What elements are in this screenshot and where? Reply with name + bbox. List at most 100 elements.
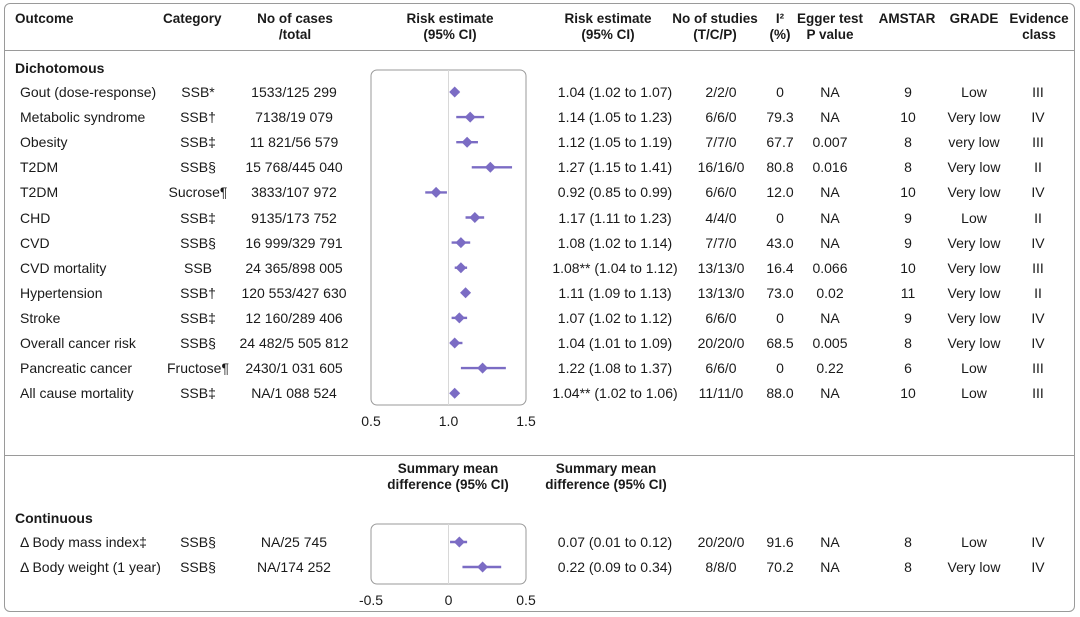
cell-grade: Low (961, 209, 987, 226)
cell-cases: NA/25 745 (260, 534, 328, 550)
tick-label: 1.5 (516, 413, 536, 429)
cell-i2: 0 (776, 209, 784, 226)
cell-cases: 11 821/56 579 (249, 134, 339, 151)
cell-egger: 0.066 (812, 259, 848, 276)
cell-i2: 12.0 (766, 184, 794, 201)
cell-grade: Very low (947, 109, 1001, 126)
cell-studies: 7/7/0 (705, 234, 737, 251)
cell-amstar: 8 (904, 559, 912, 575)
cell-amstar: 8 (904, 134, 912, 151)
cell-evidence: II (1034, 159, 1042, 176)
cell-grade: Low (961, 360, 987, 377)
point-estimate-marker (453, 536, 465, 548)
cell-evidence: IV (1031, 534, 1045, 550)
header-evidence: Evidence class (1004, 11, 1074, 43)
header-evidence-line1: Evidence (1009, 11, 1069, 26)
section-dichotomous: Dichotomous (15, 60, 105, 76)
header-cont-plot-line1: Summary mean (397, 461, 499, 476)
cell-estimate: 0.92 (0.85 to 0.99) (557, 184, 673, 201)
cell-category: SSB§ (180, 159, 216, 176)
cell-egger: NA (820, 209, 840, 226)
cell-outcome: Stroke (20, 309, 61, 326)
cell-studies: 6/6/0 (705, 360, 737, 377)
cell-i2: 91.6 (766, 534, 794, 550)
header-studies: No of studies (T/C/P) (660, 11, 770, 43)
cell-grade: Very low (947, 559, 1001, 575)
cell-estimate: 1.08 (1.02 to 1.14) (557, 234, 673, 251)
header-amstar: AMSTAR (878, 11, 936, 26)
header-i2: I² (%) (760, 11, 800, 43)
cell-outcome: Metabolic syndrome (20, 109, 146, 126)
cell-outcome: All cause mortality (20, 385, 134, 402)
point-estimate-marker (453, 312, 465, 324)
cell-egger: NA (820, 534, 840, 550)
cell-amstar: 8 (904, 335, 912, 351)
cell-studies: 13/13/0 (697, 284, 745, 301)
cell-amstar: 8 (904, 534, 912, 550)
cell-category: SSB† (180, 109, 216, 126)
cell-estimate: 1.11 (1.09 to 1.13) (558, 284, 672, 301)
cell-i2: 70.2 (766, 559, 794, 575)
cell-evidence: III (1032, 259, 1044, 276)
header-cont-estimate-line1: Summary mean (555, 461, 657, 476)
point-estimate-marker (455, 237, 467, 249)
cell-i2: 43.0 (766, 234, 794, 251)
cell-egger: NA (820, 234, 840, 251)
cell-grade: Very low (947, 184, 1001, 201)
header-cont-plot: Summary mean difference (95% CI) (378, 461, 518, 493)
cell-grade: Very low (947, 234, 1001, 251)
header-cases: No of cases /total (235, 11, 355, 43)
cell-outcome: Obesity (20, 134, 68, 151)
table-frame (4, 3, 1075, 612)
cell-outcome: Gout (dose-response) (20, 84, 157, 100)
cell-i2: 16.4 (766, 259, 794, 276)
header-egger-line1: Egger test (796, 11, 864, 26)
cell-category: SSB§ (180, 335, 216, 351)
cell-i2: 0 (776, 309, 784, 326)
cell-outcome: CVD (20, 234, 50, 251)
cell-amstar: 8 (904, 159, 912, 176)
cell-outcome: Δ Body mass index‡ (20, 534, 147, 550)
cell-amstar: 9 (904, 209, 912, 226)
cell-cases: 15 768/445 040 (245, 159, 343, 176)
cell-i2: 68.5 (766, 335, 794, 351)
point-estimate-marker (484, 161, 496, 173)
cell-amstar: 11 (900, 284, 916, 301)
header-studies-line2: (T/C/P) (693, 27, 737, 42)
cell-grade: Low (961, 534, 987, 550)
cell-egger: 0.005 (812, 335, 848, 351)
cell-studies: 20/20/0 (697, 534, 745, 550)
cell-studies: 13/13/0 (697, 259, 745, 276)
cell-cases: NA/1 088 524 (251, 385, 337, 402)
header-divider (4, 50, 1075, 51)
header-egger: Egger test P value (790, 11, 870, 43)
cell-amstar: 10 (900, 385, 916, 402)
point-estimate-marker (460, 287, 472, 299)
point-estimate-marker (464, 111, 476, 123)
cell-estimate: 1.08** (1.04 to 1.12) (552, 259, 678, 276)
cell-egger: NA (820, 84, 840, 100)
header-plot: Risk estimate (95% CI) (385, 11, 515, 43)
cell-outcome: CVD mortality (20, 259, 107, 276)
cell-cases: 9135/173 752 (251, 209, 337, 226)
header-plot-line2: (95% CI) (423, 27, 477, 42)
cell-cases: 120 553/427 630 (241, 284, 347, 301)
cell-outcome: Pancreatic cancer (20, 360, 133, 377)
cell-cases: 1533/125 299 (251, 84, 337, 100)
tick-label: 0 (445, 592, 453, 608)
cell-egger: NA (820, 559, 840, 575)
cell-cases: NA/174 252 (257, 559, 331, 575)
cell-evidence: III (1032, 134, 1044, 151)
cell-grade: Very low (947, 335, 1001, 351)
cell-egger: 0.016 (812, 159, 848, 176)
point-estimate-marker (477, 362, 489, 374)
cell-amstar: 9 (904, 234, 912, 251)
cell-egger: NA (820, 109, 840, 126)
cell-amstar: 6 (904, 360, 912, 377)
cell-egger: 0.22 (816, 360, 844, 377)
cell-amstar: 10 (900, 259, 916, 276)
cell-category: SSB§ (180, 534, 216, 550)
point-estimate-marker (461, 136, 473, 148)
header-i2-line2: (%) (769, 27, 791, 42)
tick-label: 0.5 (516, 592, 536, 608)
